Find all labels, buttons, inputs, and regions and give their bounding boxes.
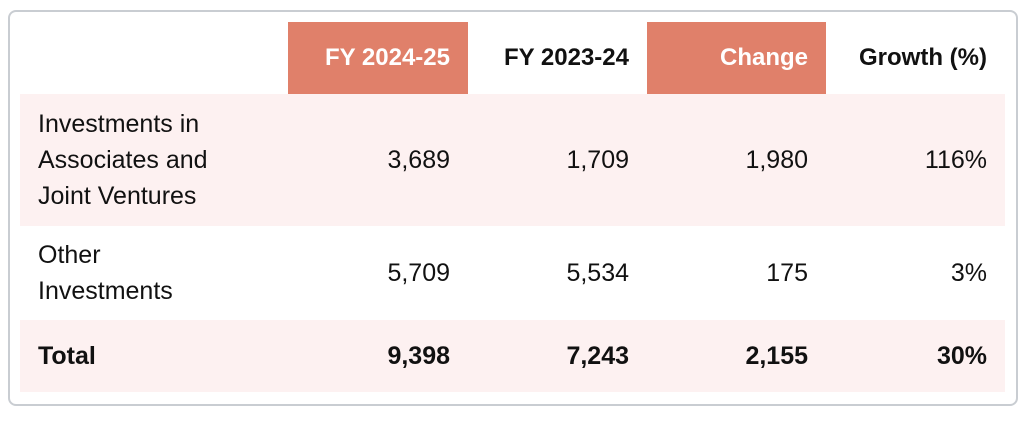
table-row: Investments in Associates and Joint Vent… <box>20 94 1005 226</box>
cell: 9,398 <box>288 320 468 392</box>
cell: 175 <box>647 226 826 320</box>
row-label-cell: Investments in Associates and Joint Vent… <box>20 94 288 226</box>
cell: 1,980 <box>647 94 826 226</box>
cell: 3,689 <box>288 94 468 226</box>
row-label: Other Investments <box>38 241 173 305</box>
column-header: FY 2023-24 <box>504 44 629 71</box>
cell: 5,534 <box>468 226 647 320</box>
column-header: Change <box>647 22 826 94</box>
row-label-cell: Total <box>20 320 288 392</box>
row-label: Total <box>38 342 96 370</box>
row-label-cell: Other Investments <box>20 226 288 320</box>
total-row: Total 9,398 7,243 2,155 30% <box>20 320 1005 392</box>
cell: 1,709 <box>468 94 647 226</box>
column-header: FY 2024-25 <box>288 22 468 94</box>
investments-table: FY 2024-25 FY 2023-24 Change Growth (%) … <box>20 22 1005 392</box>
cell: 116% <box>826 94 1005 226</box>
empty-header <box>20 22 288 94</box>
row-label: Investments in Associates and Joint Vent… <box>38 110 208 210</box>
cell: 7,243 <box>468 320 647 392</box>
header-row: FY 2024-25 FY 2023-24 Change Growth (%) <box>20 22 1005 94</box>
cell: 3% <box>826 226 1005 320</box>
column-header: Growth (%) <box>859 44 987 71</box>
cell: 5,709 <box>288 226 468 320</box>
table-row: Other Investments 5,709 5,534 175 3% <box>20 226 1005 320</box>
cell: 30% <box>826 320 1005 392</box>
cell: 2,155 <box>647 320 826 392</box>
table-frame <box>8 10 1018 406</box>
